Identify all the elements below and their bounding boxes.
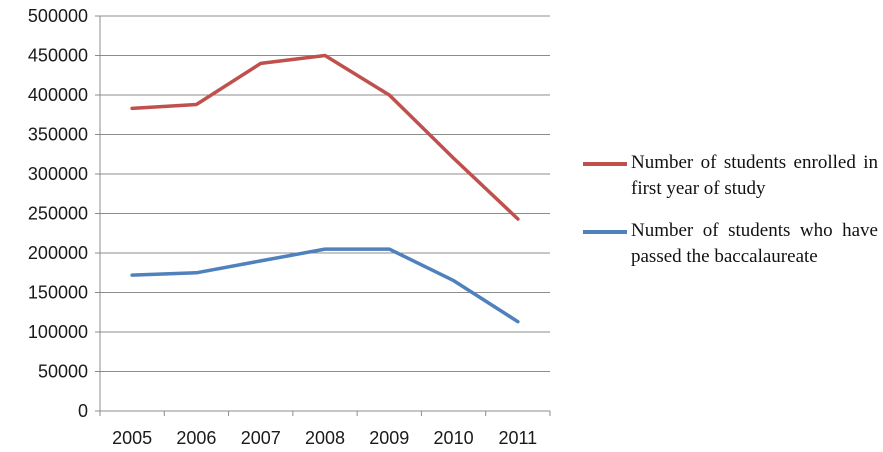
x-tick-label-2010: 2010 bbox=[434, 428, 474, 448]
x-axis-tick-labels: 2005 2006 2007 2008 2009 2010 2011 bbox=[112, 428, 537, 448]
series-line-1 bbox=[130, 247, 520, 324]
y-tick-label-400000: 400000 bbox=[28, 85, 88, 105]
y-tick-label-450000: 450000 bbox=[28, 46, 88, 66]
legend-label-baccalaureate: Number of students who have passed the b… bbox=[631, 220, 878, 267]
legend-swatch-baccalaureate bbox=[583, 230, 627, 234]
x-tick-label-2008: 2008 bbox=[305, 428, 345, 448]
x-tick-label-2009: 2009 bbox=[369, 428, 409, 448]
gridlines bbox=[100, 15, 550, 372]
axes bbox=[95, 15, 551, 416]
legend-swatch-enrolled bbox=[583, 162, 627, 166]
y-axis-tick-labels: 0 50000 100000 150000 200000 250000 300000 3500… bbox=[28, 6, 88, 421]
y-tick-label-0: 0 bbox=[78, 401, 88, 421]
y-tick-label-100000: 100000 bbox=[28, 322, 88, 342]
series-lines bbox=[130, 53, 520, 324]
y-tick-label-350000: 350000 bbox=[28, 125, 88, 145]
x-tick-label-2006: 2006 bbox=[176, 428, 216, 448]
y-tick-label-250000: 250000 bbox=[28, 204, 88, 224]
y-tick-label-50000: 50000 bbox=[38, 362, 88, 382]
x-tick-label-2011: 2011 bbox=[498, 428, 537, 448]
y-tick-label-500000: 500000 bbox=[28, 6, 88, 26]
x-tick-label-2007: 2007 bbox=[241, 428, 281, 448]
y-tick-label-200000: 200000 bbox=[28, 243, 88, 263]
legend: Number of students enrolled in first yea… bbox=[583, 150, 878, 286]
legend-label-enrolled: Number of students enrolled in first yea… bbox=[631, 152, 878, 199]
series-line-0 bbox=[130, 53, 520, 221]
y-tick-label-300000: 300000 bbox=[28, 164, 88, 184]
x-tick-label-2005: 2005 bbox=[112, 428, 152, 448]
legend-item-baccalaureate: Number of students who have passed the b… bbox=[583, 218, 878, 270]
y-tick-label-150000: 150000 bbox=[28, 283, 88, 303]
legend-item-enrolled: Number of students enrolled in first yea… bbox=[583, 150, 878, 202]
